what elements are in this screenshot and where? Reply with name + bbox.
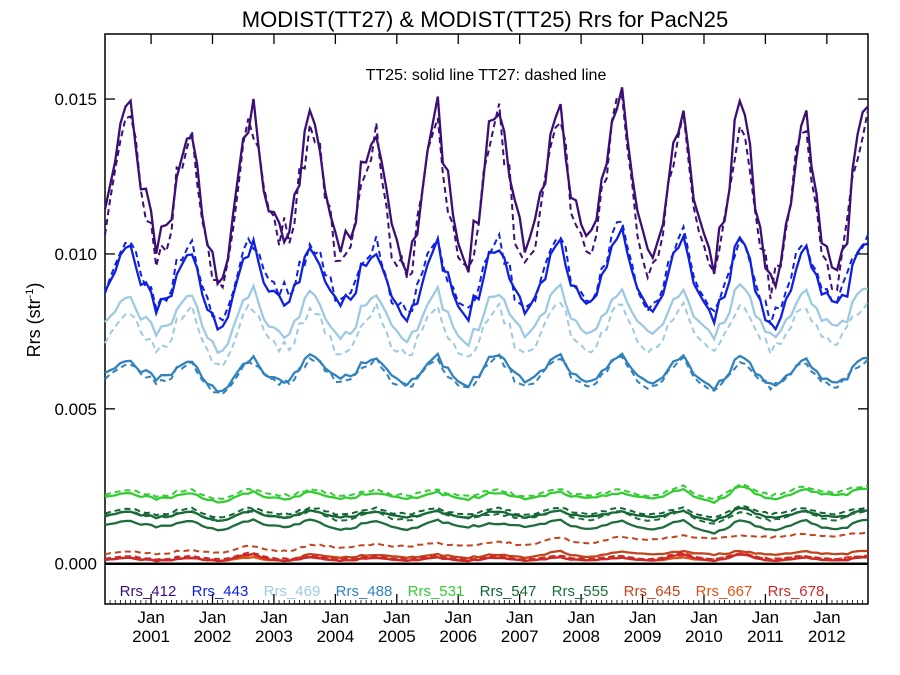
legend-item-Rrs_678: Rrs_678 [768, 583, 825, 600]
series-line-solid-Rrs_488 [104, 351, 868, 394]
x-tick-month: Jan [690, 608, 717, 627]
x-tick-year: 2011 [747, 627, 784, 646]
series-line-dashed-Rrs_469 [104, 300, 869, 368]
series-line-solid-Rrs_531 [104, 485, 868, 505]
series-line-dashed-Rrs_488 [104, 353, 869, 395]
chart-title: MODIST(TT27) & MODIST(TT25) Rrs for PacN… [242, 7, 729, 32]
series-line-solid-Rrs_412 [103, 87, 869, 291]
x-tick-year: 2005 [378, 627, 416, 646]
legend-item-Rrs_488: Rrs_488 [336, 583, 393, 600]
x-tick-year: 2009 [624, 627, 662, 646]
y-tick-label: 0.015 [54, 90, 97, 109]
legend-item-Rrs_555: Rrs_555 [552, 583, 609, 600]
x-tick-month: Jan [506, 608, 533, 627]
x-tick-month: Jan [383, 608, 410, 627]
legend-item-Rrs_667: Rrs_667 [696, 583, 753, 600]
y-axis-label-close: ) [24, 283, 44, 289]
series-line-dashed-Rrs_547 [104, 504, 869, 519]
x-axis: Jan2001Jan2002Jan2003Jan2004Jan2005Jan20… [104, 34, 869, 646]
x-tick-month: Jan [260, 608, 287, 627]
x-tick-year: 2002 [194, 627, 232, 646]
x-tick-month: Jan [445, 608, 472, 627]
plot-frame [104, 33, 869, 605]
x-tick-month: Jan [199, 608, 226, 627]
legend-item-Rrs_412: Rrs_412 [120, 583, 177, 600]
series-line-dashed-Rrs_645 [104, 531, 869, 556]
x-tick-year: 2001 [132, 627, 170, 646]
x-tick-year: 2003 [255, 627, 293, 646]
series-layer [103, 87, 869, 565]
series-line-solid-Rrs_469 [104, 282, 868, 355]
x-tick-year: 2006 [439, 627, 477, 646]
series-line-solid-Rrs_555 [104, 518, 868, 535]
legend-item-Rrs_443: Rrs_443 [192, 583, 249, 600]
y-tick-label: 0.000 [54, 555, 97, 574]
x-tick-year: 2012 [808, 627, 846, 646]
line-style-note: TT25: solid line TT27: dashed line [366, 67, 607, 84]
x-tick-month: Jan [322, 608, 349, 627]
legend: Rrs_412 Rrs_443 Rrs_469 Rrs_488 Rrs_531 Rrs_5… [120, 583, 825, 600]
x-tick-year: 2007 [501, 627, 539, 646]
y-axis-label-main: Rrs (str [24, 298, 44, 357]
legend-item-Rrs_531: Rrs_531 [408, 583, 465, 600]
y-tick-label: 0.005 [54, 400, 97, 419]
series-line-solid-Rrs_443 [103, 224, 869, 332]
x-tick-month: Jan [813, 608, 840, 627]
y-axis-label: Rrs (str-1) [24, 283, 44, 358]
series-line-dashed-Rrs_531 [104, 483, 869, 500]
series-line-solid-Rrs_678 [104, 552, 868, 563]
y-axis: 0.000 0.005 0.010 0.015 [54, 90, 868, 574]
legend-item-Rrs_547: Rrs_547 [480, 583, 537, 600]
x-tick-year: 2008 [562, 627, 600, 646]
series-line-dashed-Rrs_555 [104, 509, 869, 525]
legend-item-Rrs_645: Rrs_645 [624, 583, 681, 600]
x-tick-month: Jan [629, 608, 656, 627]
x-tick-year: 2004 [316, 627, 354, 646]
x-tick-month: Jan [752, 608, 779, 627]
y-tick-label: 0.010 [54, 245, 97, 264]
x-tick-month: Jan [137, 608, 164, 627]
x-tick-month: Jan [567, 608, 594, 627]
legend-item-Rrs_469: Rrs_469 [264, 583, 321, 600]
y-axis-label-exponent: -1 [24, 289, 36, 299]
x-tick-year: 2010 [685, 627, 723, 646]
